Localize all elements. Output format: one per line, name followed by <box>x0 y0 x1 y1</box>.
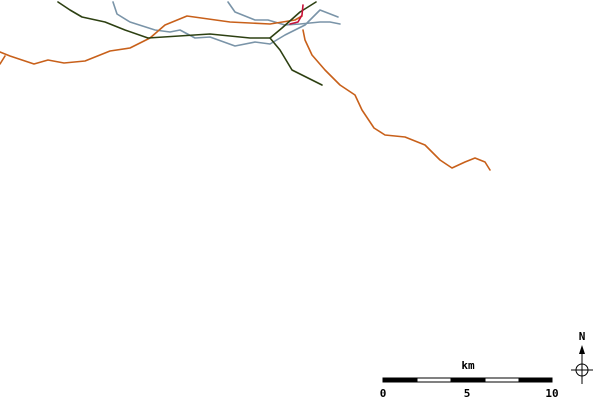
scale-segment <box>382 377 418 383</box>
trail <box>57 1 317 39</box>
trail <box>269 37 323 86</box>
compass: N <box>571 330 593 384</box>
compass-label: N <box>579 330 586 343</box>
compass-arrow <box>579 345 585 354</box>
highway <box>289 4 304 25</box>
compass-circle <box>575 363 589 377</box>
scale-label: 0 <box>380 387 387 400</box>
scale-label: 10 <box>545 387 558 400</box>
scale-unit: km <box>461 359 475 372</box>
scale-segment <box>416 377 452 383</box>
road <box>0 55 6 65</box>
scale-segment <box>484 377 520 383</box>
routes <box>0 1 491 171</box>
road <box>302 29 491 171</box>
scale-segment <box>518 377 553 383</box>
scale-bar: km 0 5 10 <box>380 359 559 400</box>
river <box>112 1 339 47</box>
road <box>0 15 303 65</box>
scale-label: 5 <box>464 387 471 400</box>
scale-segment <box>450 377 486 383</box>
